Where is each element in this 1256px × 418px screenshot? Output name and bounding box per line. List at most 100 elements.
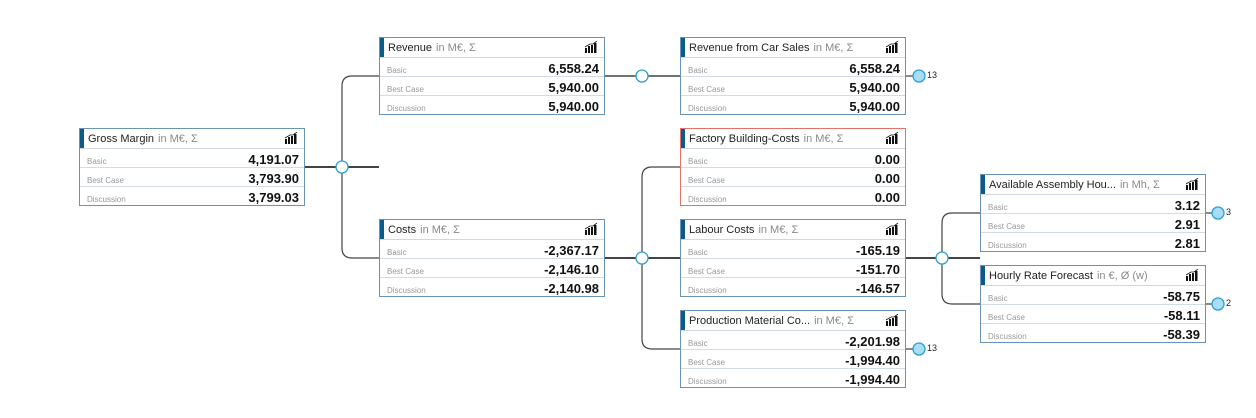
- kpi-card-revenue[interactable]: Revenue in M€, Σ Basic 6,558.24 Best Case 5,…: [379, 37, 605, 115]
- scenario-value: -165.19: [855, 243, 900, 258]
- scenario-label: Basic: [688, 66, 708, 75]
- bar-chart-icon[interactable]: [885, 132, 899, 144]
- card-unit: in M€, Σ: [758, 224, 799, 236]
- scenario-value: 5,940.00: [548, 99, 599, 114]
- kpi-card-hourly-rate-forecast[interactable]: Hourly Rate Forecast in €, Ø (w) Basic -58…: [980, 265, 1206, 343]
- scenario-value: 2.81: [1174, 236, 1200, 251]
- scenario-value: 0.00: [874, 190, 900, 205]
- bar-chart-icon[interactable]: [885, 314, 899, 326]
- scenario-row: Best Case 2.91: [981, 214, 1205, 233]
- kpi-card-available-assembly-hours[interactable]: Available Assembly Hou... in Mh, Σ Basic 3…: [980, 174, 1206, 252]
- card-unit: in €, Ø (w): [1096, 270, 1148, 282]
- scenario-value: -58.11: [1163, 308, 1200, 323]
- bar-chart-icon[interactable]: [584, 223, 598, 235]
- scenario-row: Basic -58.75: [981, 286, 1205, 305]
- child-count: 13: [927, 70, 938, 80]
- scenario-label: Basic: [87, 157, 107, 166]
- bar-chart-icon[interactable]: [885, 223, 899, 235]
- scenario-label: Basic: [387, 248, 407, 257]
- scenario-row: Best Case 0.00: [681, 168, 905, 187]
- scenario-value: -2,367.17: [544, 243, 599, 258]
- scenario-label: Best Case: [988, 313, 1025, 322]
- card-header: Factory Building-Costs in M€, Σ: [681, 129, 905, 149]
- scenario-value: -58.75: [1163, 289, 1200, 304]
- card-unit: in M€, Σ: [814, 315, 854, 327]
- expand-node-gross-margin[interactable]: [335, 160, 349, 174]
- collapsed-node-assembly-hours[interactable]: [1211, 206, 1225, 220]
- kpi-card-labour-costs[interactable]: Labour Costs in M€, Σ Basic -165.19 Best Ca…: [680, 219, 906, 297]
- scenario-row: Discussion -2,140.98: [380, 278, 604, 296]
- collapsed-node-hourly-rate[interactable]: [1211, 297, 1225, 311]
- scenario-value: 5,940.00: [849, 99, 900, 114]
- scenario-value: 6,558.24: [849, 61, 900, 76]
- scenario-value: 0.00: [874, 152, 900, 167]
- bar-chart-icon[interactable]: [584, 41, 598, 53]
- kpi-card-production-material[interactable]: Production Material Co... in M€, Σ Basic -…: [680, 310, 906, 388]
- scenario-value: 3,799.03: [248, 190, 299, 205]
- expand-node-revenue[interactable]: [635, 69, 649, 83]
- bar-chart-icon[interactable]: [284, 132, 298, 144]
- scenario-row: Basic 4,191.07: [80, 149, 304, 168]
- scenario-label: Discussion: [387, 286, 426, 295]
- scenario-label: Best Case: [387, 267, 424, 276]
- scenario-value: -1,994.40: [845, 372, 900, 387]
- card-unit: in M€, Σ: [803, 133, 844, 145]
- card-header: Labour Costs in M€, Σ: [681, 220, 905, 240]
- scenario-row: Discussion -58.39: [981, 324, 1205, 342]
- scenario-label: Basic: [387, 66, 407, 75]
- scenario-value: -2,140.98: [544, 281, 599, 296]
- scenario-label: Best Case: [688, 358, 725, 367]
- card-header: Production Material Co... in M€, Σ: [681, 311, 905, 331]
- scenario-row: Best Case 5,940.00: [380, 77, 604, 96]
- scenario-label: Discussion: [988, 332, 1027, 341]
- scenario-value: 5,940.00: [849, 80, 900, 95]
- kpi-card-factory-building-costs[interactable]: Factory Building-Costs in M€, Σ Basic 0.00…: [680, 128, 906, 206]
- scenario-label: Basic: [688, 157, 708, 166]
- scenario-row: Basic -165.19: [681, 240, 905, 259]
- scenario-row: Best Case 5,940.00: [681, 77, 905, 96]
- bar-chart-icon[interactable]: [1185, 178, 1199, 190]
- scenario-row: Best Case -2,146.10: [380, 259, 604, 278]
- card-title: Labour Costs: [689, 224, 755, 236]
- expand-node-labour[interactable]: [935, 251, 949, 265]
- kpi-card-revenue-car-sales[interactable]: Revenue from Car Sales in M€, Σ Basic 6,55…: [680, 37, 906, 115]
- bar-chart-icon[interactable]: [1185, 269, 1199, 281]
- scenario-row: Basic 0.00: [681, 149, 905, 168]
- scenario-label: Basic: [688, 248, 708, 257]
- scenario-row: Discussion -146.57: [681, 278, 905, 296]
- child-count: 3: [1226, 207, 1232, 217]
- card-title: Revenue: [388, 42, 433, 54]
- scenario-row: Best Case -1,994.40: [681, 350, 905, 369]
- bar-chart-icon[interactable]: [885, 41, 899, 53]
- kpi-card-gross-margin[interactable]: Gross Margin in M€, Σ Basic 4,191.07 Best C…: [79, 128, 305, 206]
- scenario-row: Discussion 5,940.00: [681, 96, 905, 114]
- collapsed-node-revenue-car-sales[interactable]: [912, 69, 926, 83]
- scenario-row: Discussion 2.81: [981, 233, 1205, 251]
- collapsed-node-production-material[interactable]: [912, 342, 926, 356]
- kpi-card-costs[interactable]: Costs in M€, Σ Basic -2,367.17 Best Case -2,…: [379, 219, 605, 297]
- scenario-label: Discussion: [87, 195, 126, 204]
- scenario-value: -146.57: [855, 281, 900, 296]
- scenario-value: -1,994.40: [845, 353, 900, 368]
- card-unit: in M€, Σ: [158, 133, 198, 145]
- scenario-label: Best Case: [387, 85, 424, 94]
- child-count: 13: [927, 343, 938, 353]
- card-title: Factory Building-Costs: [689, 133, 800, 145]
- expand-node-costs[interactable]: [635, 251, 649, 265]
- card-header: Costs in M€, Σ: [380, 220, 604, 240]
- card-unit: in M€, Σ: [420, 224, 460, 236]
- scenario-row: Discussion 3,799.03: [80, 187, 304, 205]
- card-header: Hourly Rate Forecast in €, Ø (w): [981, 266, 1205, 286]
- scenario-label: Basic: [988, 294, 1008, 303]
- scenario-label: Best Case: [87, 176, 124, 185]
- card-header: Available Assembly Hou... in Mh, Σ: [981, 175, 1205, 195]
- scenario-value: -151.70: [855, 262, 900, 277]
- scenario-row: Basic -2,367.17: [380, 240, 604, 259]
- card-unit: in Mh, Σ: [1119, 179, 1160, 191]
- scenario-label: Best Case: [688, 176, 725, 185]
- scenario-row: Discussion 5,940.00: [380, 96, 604, 114]
- scenario-value: 4,191.07: [248, 152, 299, 167]
- card-header: Gross Margin in M€, Σ: [80, 129, 304, 149]
- card-title: Available Assembly Hou...: [989, 179, 1116, 191]
